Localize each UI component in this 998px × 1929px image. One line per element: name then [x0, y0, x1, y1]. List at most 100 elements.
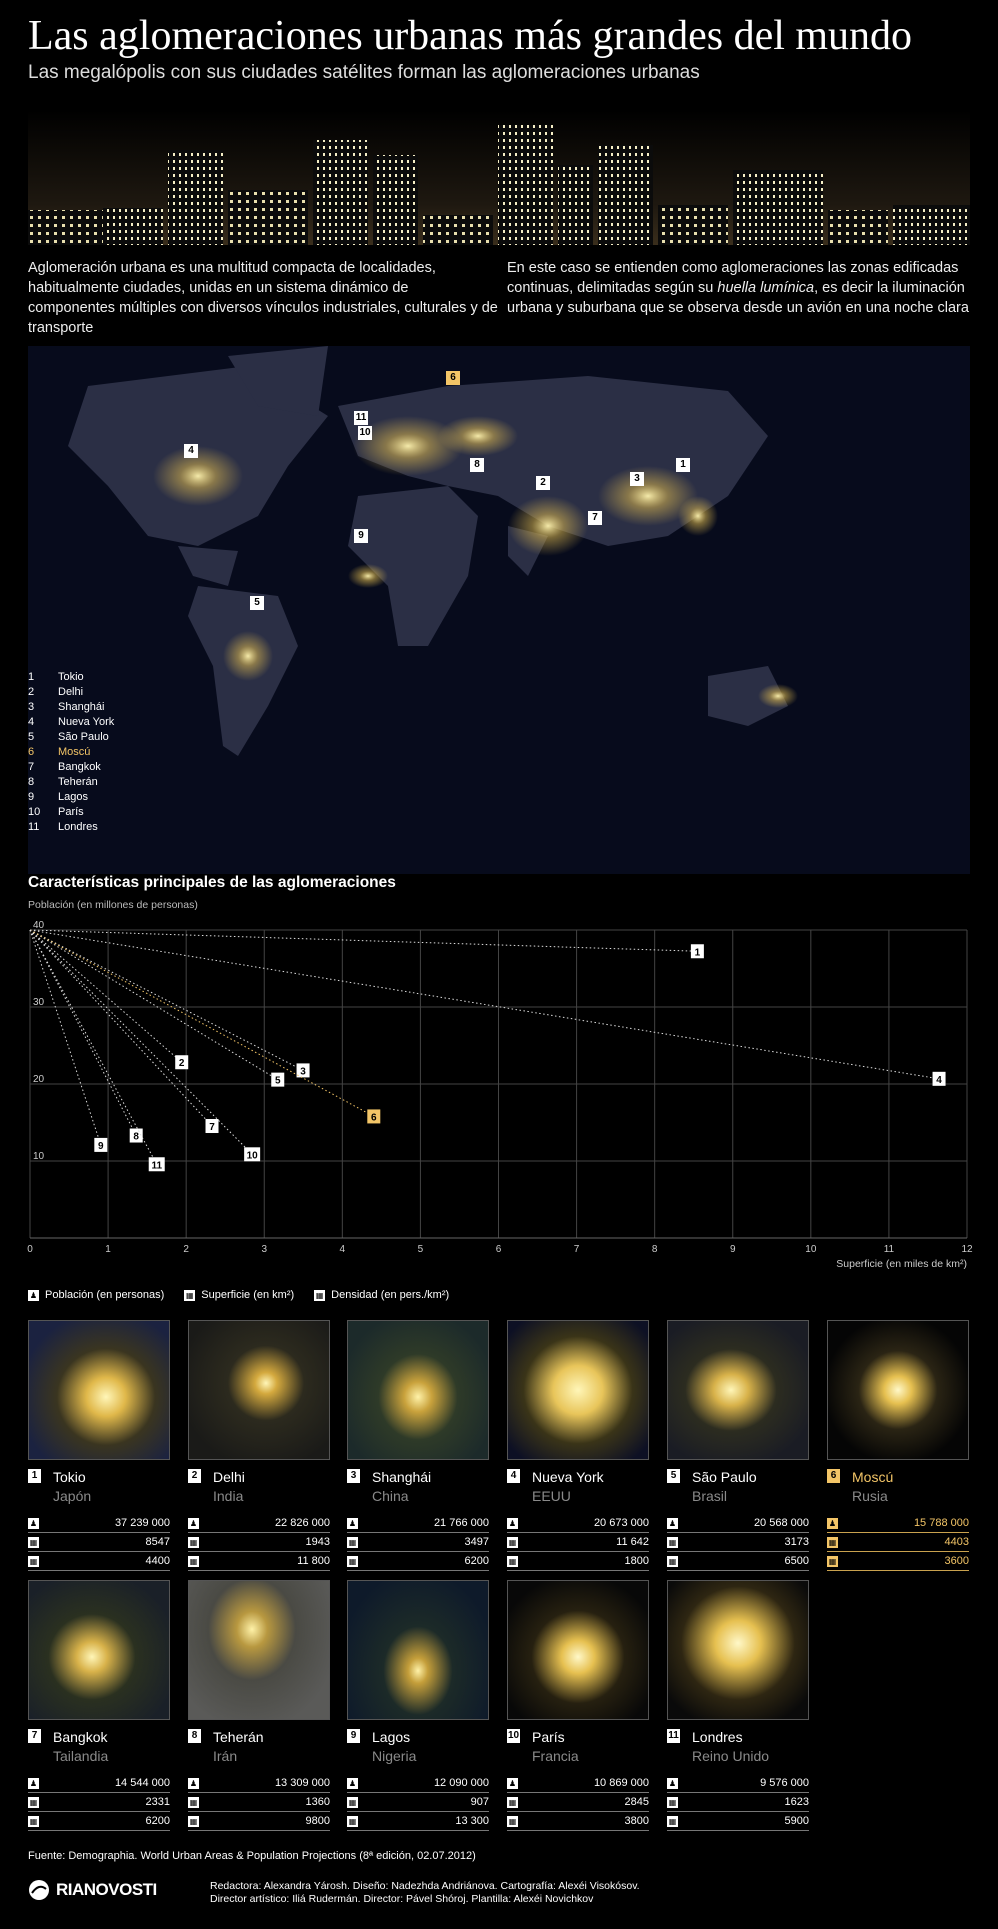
- city-stat-population: ♟ 9 576 000: [667, 1774, 809, 1793]
- area-icon: ▦: [827, 1536, 838, 1548]
- city-country: China: [372, 1488, 409, 1504]
- city-country: Rusia: [852, 1488, 888, 1504]
- city-names: Shanghái China: [372, 1468, 431, 1506]
- city-number: 4: [507, 1469, 520, 1483]
- city-stat-density-value: 3800: [624, 1815, 649, 1827]
- x-tick-label: 4: [340, 1244, 346, 1255]
- city-stat-population-value: 13 309 000: [274, 1777, 330, 1789]
- city-stat-area-value: 11 642: [616, 1536, 649, 1548]
- city-stat-density-value: 13 300: [455, 1815, 489, 1827]
- city-name: Londres: [692, 1729, 743, 1745]
- city-satellite-image: [28, 1320, 170, 1460]
- city-stat-area: ▦ 1943: [188, 1533, 330, 1552]
- city-stat-density-value: 4400: [145, 1555, 170, 1567]
- city-card: 6 Moscú Rusia ♟ 15 788 000 ▦ 4403 ▦ 3600: [827, 1320, 969, 1571]
- point-5-line: [29, 929, 279, 1081]
- area-icon: ▦: [667, 1536, 678, 1548]
- map-legend-number: 5: [28, 731, 35, 743]
- map-legend-number: 10: [28, 806, 41, 818]
- point-11-line: [29, 929, 158, 1165]
- city-stat-population: ♟ 21 766 000: [347, 1514, 489, 1533]
- icon-legend-density-label: Densidad (en pers./km²): [331, 1289, 450, 1301]
- city-stats: ♟ 10 869 000 ▦ 2845 ▦ 3800: [507, 1774, 649, 1831]
- density-icon: ▦: [188, 1815, 199, 1827]
- density-icon: ▦: [507, 1815, 518, 1827]
- city-number: 5: [667, 1469, 680, 1483]
- x-tick-label: 10: [805, 1244, 817, 1255]
- x-tick-label: 5: [418, 1244, 424, 1255]
- intro-explanation-emphasis: huella lumínica: [717, 280, 815, 296]
- city-stat-population-value: 15 788 000: [913, 1517, 969, 1529]
- city-stat-population: ♟ 10 869 000: [507, 1774, 649, 1793]
- city-card: 4 Nueva York EEUU ♟ 20 673 000 ▦ 11 642 ▦ 1800: [507, 1320, 649, 1571]
- city-country: India: [213, 1488, 244, 1504]
- city-country: Reino Unido: [692, 1748, 770, 1764]
- map-legend-city: París: [58, 806, 84, 818]
- density-icon: ▦: [28, 1815, 39, 1827]
- map-marker-2: 2: [536, 476, 550, 490]
- city-stat-area-value: 907: [470, 1796, 489, 1808]
- point-11-marker: [148, 1157, 165, 1172]
- city-number: 7: [28, 1729, 41, 1743]
- point-6-label: 6: [371, 1112, 377, 1123]
- city-stat-density-value: 3600: [944, 1555, 969, 1567]
- icon-legend: ♟ Población (en personas) ▦ Superficie (…: [28, 1289, 449, 1301]
- point-1-marker: [690, 944, 704, 959]
- city-stat-area: ▦ 3497: [347, 1533, 489, 1552]
- city-name: Tokio: [53, 1469, 86, 1485]
- point-4-line: [29, 929, 940, 1080]
- map-legend-number: 7: [28, 761, 35, 773]
- city-stat-density: ▦ 3800: [507, 1812, 649, 1831]
- city-names: Londres Reino Unido: [692, 1728, 769, 1766]
- city-name: Teherán: [213, 1729, 264, 1745]
- city-stat-density-value: 11 800: [297, 1555, 330, 1567]
- city-satellite-image: [507, 1320, 649, 1460]
- map-legend-number: 3: [28, 701, 35, 713]
- icon-legend-area: ▦ Superficie (en km²): [184, 1289, 294, 1301]
- city-stat-population: ♟ 20 673 000: [507, 1514, 649, 1533]
- intro-explanation-part2: , es decir la iluminación urbana y subur…: [507, 280, 969, 316]
- point-11-label: 11: [151, 1160, 162, 1171]
- city-stat-density: ▦ 11 800: [188, 1552, 330, 1571]
- city-stats: ♟ 21 766 000 ▦ 3497 ▦ 6200: [347, 1514, 489, 1571]
- city-card-header: 10 París Francia: [507, 1728, 649, 1766]
- city-card-header: 2 Delhi India: [188, 1468, 330, 1506]
- point-9-label: 9: [98, 1141, 104, 1152]
- city-satellite-image: [667, 1580, 809, 1720]
- point-9-line: [29, 929, 102, 1146]
- point-10-label: 10: [247, 1150, 259, 1161]
- city-stat-population-value: 22 826 000: [274, 1517, 330, 1529]
- city-card: 10 París Francia ♟ 10 869 000 ▦ 2845 ▦ 3800: [507, 1580, 649, 1831]
- map-legend-number: 8: [28, 776, 35, 788]
- area-icon: ▦: [347, 1536, 358, 1548]
- x-tick-label: 8: [652, 1244, 658, 1255]
- point-6-line: [29, 929, 375, 1117]
- intro-explanation: En este caso se entienden como aglomerac…: [507, 258, 977, 318]
- city-card-header: 5 São Paulo Brasil: [667, 1468, 809, 1506]
- city-stat-population: ♟ 15 788 000: [827, 1514, 969, 1533]
- map-legend-number: 2: [28, 686, 35, 698]
- city-stat-density: ▦ 6200: [28, 1812, 170, 1831]
- credits: Redactora: Alexandra Yárosh. Diseño: Nad…: [210, 1880, 640, 1906]
- city-name: Delhi: [213, 1469, 245, 1485]
- city-names: Moscú Rusia: [852, 1468, 893, 1506]
- city-names: Bangkok Tailandia: [53, 1728, 108, 1766]
- point-2-label: 2: [179, 1058, 185, 1069]
- person-icon: ♟: [827, 1517, 838, 1529]
- area-icon: ▦: [507, 1796, 518, 1808]
- map-legend-city: Bangkok: [58, 761, 101, 773]
- world-night-map: 1 2 3 4 5 6 7 8 9 10 11: [28, 346, 970, 874]
- city-name: São Paulo: [692, 1469, 757, 1485]
- city-stat-population-value: 12 090 000: [433, 1777, 489, 1789]
- map-legend-city: Moscú: [58, 746, 91, 758]
- person-icon: ♟: [507, 1517, 518, 1529]
- map-legend-item: 2 Delhi: [28, 685, 114, 700]
- icon-legend-density: ▦ Densidad (en pers./km²): [314, 1289, 449, 1301]
- map-legend-item: 4 Nueva York: [28, 715, 114, 730]
- city-stat-density-value: 6500: [784, 1555, 809, 1567]
- city-name: Bangkok: [53, 1729, 108, 1745]
- city-stat-area: ▦ 3173: [667, 1533, 809, 1552]
- map-legend-city: São Paulo: [58, 731, 109, 743]
- city-number: 11: [667, 1729, 680, 1743]
- city-stat-population-value: 37 239 000: [114, 1517, 170, 1529]
